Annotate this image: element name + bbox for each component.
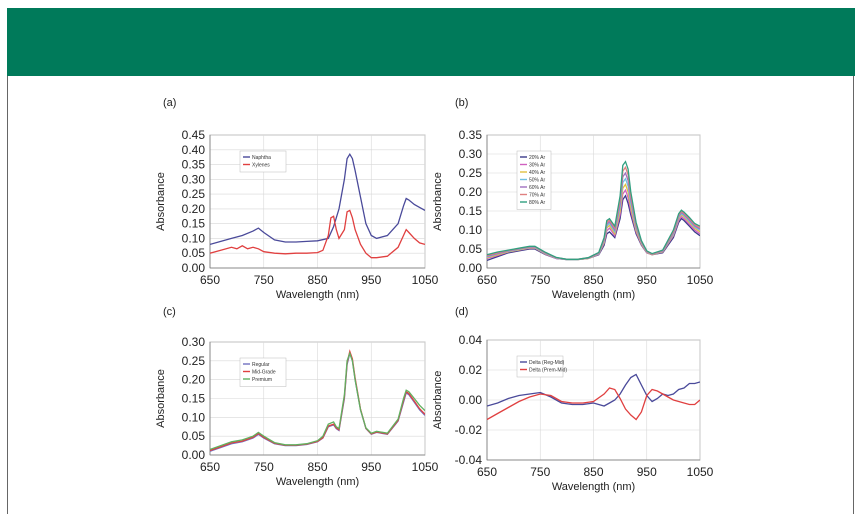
x-tick-label: 850 (307, 273, 327, 287)
y-tick-label: 0.10 (182, 410, 206, 424)
legend-entry: 40% Ar (529, 170, 545, 176)
panel-d: (d) -0.04 -0.02 0.00 0.02 0.04 650 750 850 950 105… (432, 306, 714, 493)
panel-c: (c) 0.00 0.05 0.10 0.15 0.20 0.25 0.30 650 750 850… (155, 306, 439, 488)
x-tick-label: 750 (530, 273, 550, 287)
panel-a: (a) 0.000.050.100.150.200.250.300.350.400… (155, 97, 439, 301)
legend-entry: 60% Ar (529, 185, 545, 191)
x-tick-label: 950 (361, 460, 381, 474)
y-tick-label: 0.30 (459, 147, 483, 161)
x-tick-label: 750 (254, 273, 274, 287)
x-tick-label: 950 (637, 465, 657, 479)
x-axis-label: Wavelength (nm) (552, 481, 635, 493)
y-tick-label: 0.15 (182, 217, 206, 231)
legend-entry: Mid-Grade (252, 370, 276, 376)
header-banner (7, 8, 855, 76)
y-tick-label: 0.30 (182, 172, 206, 186)
x-tick-label: 1050 (687, 273, 714, 287)
y-tick-label: 0.40 (182, 143, 206, 157)
x-axis-label: Wavelength (nm) (276, 476, 359, 488)
legend-entry: Regular (252, 362, 270, 368)
legend-entry: Delta (Reg-Mid) (529, 360, 565, 366)
x-tick-label: 750 (530, 465, 550, 479)
legend (516, 150, 552, 210)
y-tick-label: 0.25 (182, 354, 206, 368)
x-tick-label: 1050 (412, 273, 439, 287)
legend-entry: 30% Ar (529, 163, 545, 169)
y-tick-label: 0.10 (459, 223, 483, 237)
panel-label: (b) (455, 97, 468, 109)
y-tick-label: 0.20 (182, 373, 206, 387)
legend-entry: Delta (Prem-Mid) (529, 368, 567, 374)
series-line-2 (210, 209, 425, 259)
series-line-7 (487, 160, 700, 260)
y-tick-label: 0.05 (182, 246, 206, 260)
y-tick-label: 0.10 (182, 231, 206, 245)
x-tick-label: 950 (361, 273, 381, 287)
panel-label: (d) (455, 306, 468, 318)
x-tick-label: 650 (477, 273, 497, 287)
y-tick-label: 0.00 (182, 261, 206, 275)
panel-label: (c) (163, 306, 176, 318)
panel-b: (b) 0.00 0.05 0.10 0.15 0.20 0.25 0.30 0.35 650 75… (432, 97, 714, 301)
series-line-1 (210, 152, 425, 246)
y-tick-label: 0.05 (459, 242, 483, 256)
y-tick-label: 0.15 (459, 204, 483, 218)
y-axis-label: Absorbance (155, 172, 167, 231)
legend-entry: 80% Ar (529, 200, 545, 206)
x-tick-label: 650 (200, 460, 220, 474)
y-tick-label: 0.45 (182, 128, 206, 142)
y-tick-label: 0.04 (459, 333, 483, 347)
x-axis-label: Wavelength (nm) (552, 289, 635, 301)
y-tick-label: 0.00 (459, 393, 483, 407)
x-tick-label: 650 (477, 465, 497, 479)
series-line-2 (487, 387, 700, 421)
y-tick-label: -0.02 (455, 423, 483, 437)
x-tick-label: 850 (583, 465, 603, 479)
y-tick-label: 0.20 (459, 185, 483, 199)
x-tick-label: 1050 (687, 465, 714, 479)
legend-entry: Xylenes (252, 163, 270, 169)
y-tick-label: -0.04 (455, 453, 483, 467)
y-tick-label: 0.20 (182, 202, 206, 216)
x-tick-label: 650 (200, 273, 220, 287)
x-tick-label: 1050 (412, 460, 439, 474)
legend (239, 357, 287, 387)
y-tick-label: 0.25 (459, 166, 483, 180)
y-tick-label: 0.35 (459, 128, 483, 142)
y-tick-label: 0.05 (182, 429, 206, 443)
legend (516, 355, 564, 378)
x-tick-label: 850 (583, 273, 603, 287)
y-axis-label: Absorbance (432, 172, 444, 231)
y-tick-label: 0.30 (182, 335, 206, 349)
y-tick-label: 0.00 (182, 448, 206, 462)
x-tick-label: 750 (254, 460, 274, 474)
y-axis-label: Absorbance (432, 371, 444, 430)
legend-entry: 50% Ar (529, 178, 545, 184)
series-line-3 (210, 351, 425, 451)
x-axis-label: Wavelength (nm) (276, 289, 359, 301)
legend (239, 150, 287, 173)
panel-label: (a) (163, 97, 176, 109)
x-tick-label: 950 (637, 273, 657, 287)
series-line-1 (487, 373, 700, 407)
y-tick-label: 0.15 (182, 392, 206, 406)
y-tick-label: 0.25 (182, 187, 206, 201)
figure-frame (7, 76, 854, 514)
legend-entry: 20% Ar (529, 155, 545, 161)
y-tick-label: 0.02 (459, 363, 483, 377)
y-tick-label: 0.35 (182, 158, 206, 172)
legend-entry: Naphtha (252, 155, 271, 161)
y-tick-label: 0.00 (459, 261, 483, 275)
legend-entry: Premium (252, 377, 272, 383)
x-tick-label: 850 (307, 460, 327, 474)
y-axis-label: Absorbance (155, 369, 167, 428)
legend-entry: 70% Ar (529, 193, 545, 199)
